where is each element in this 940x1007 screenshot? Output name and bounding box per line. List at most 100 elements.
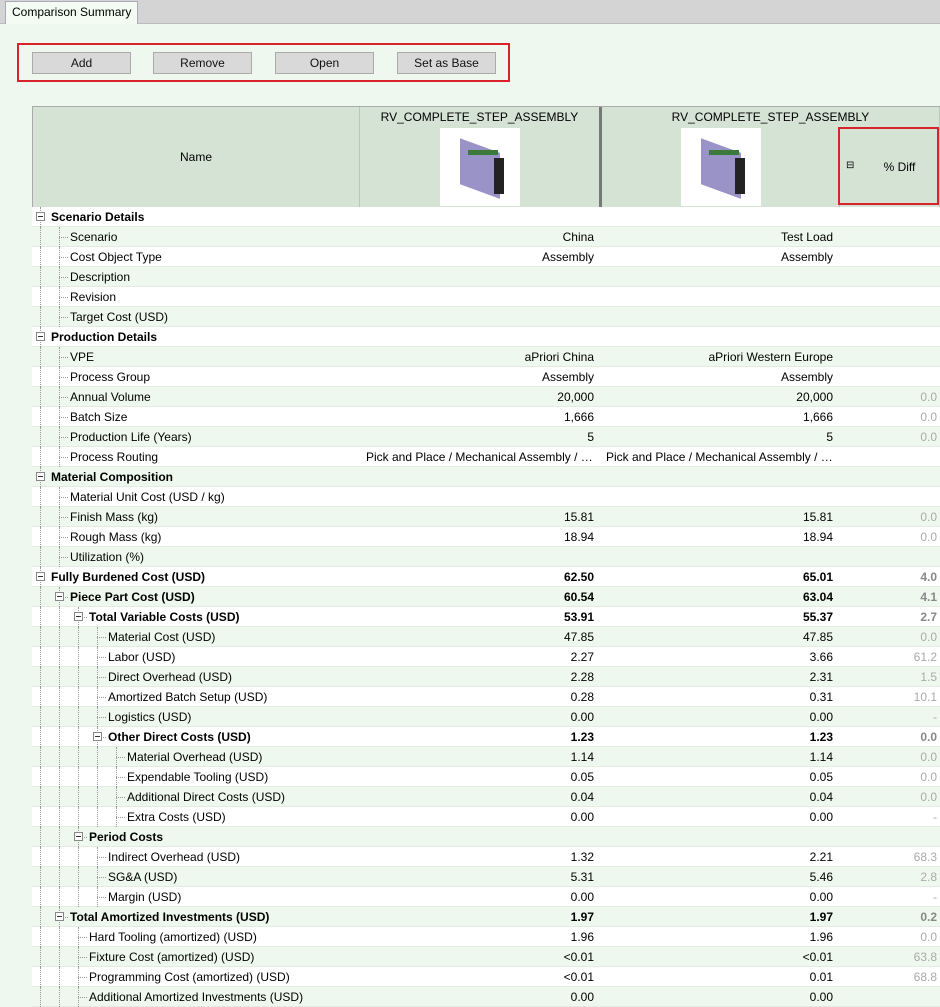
table-row[interactable]: Material Composition — [32, 467, 940, 487]
tree-line — [78, 747, 79, 767]
row-name: Additional Direct Costs (USD) — [127, 790, 286, 804]
row-name: Fixture Cost (amortized) (USD) — [89, 950, 255, 964]
table-row[interactable]: Total Variable Costs (USD) 53.91 55.37 2.7 — [32, 607, 940, 627]
table-row[interactable]: Process Routing Pick and Place / Mechanic… — [32, 447, 940, 467]
tree-line — [40, 307, 41, 327]
tree-line — [40, 627, 41, 647]
diff-value: 68.3 — [913, 850, 937, 864]
tree-line — [59, 947, 60, 967]
collapse-icon[interactable]: ⊟ — [846, 160, 855, 171]
table-row[interactable]: Material Unit Cost (USD / kg) — [32, 487, 940, 507]
table-row[interactable]: Labor (USD) 2.27 3.66 61.2 — [32, 647, 940, 667]
tree-line — [40, 807, 41, 827]
table-row[interactable]: Process Group Assembly Assembly — [32, 367, 940, 387]
cell-value: 15.81 — [563, 510, 594, 524]
collapse-minus — [38, 336, 43, 337]
tree-line — [40, 587, 41, 607]
diff-value: 61.2 — [913, 650, 937, 664]
row-name: Scenario Details — [51, 210, 145, 224]
column-header[interactable]: RV_COMPLETE_STEP_ASSEMBLY — [360, 107, 600, 127]
collapse-minus — [76, 836, 81, 837]
table-row[interactable]: Annual Volume 20,000 20,000 0.0 — [32, 387, 940, 407]
button[interactable]: Remove — [153, 52, 252, 74]
column-header[interactable]: RV_COMPLETE_STEP_ASSEMBLY — [600, 107, 940, 127]
tree-line — [40, 707, 41, 727]
table-row[interactable]: Fully Burdened Cost (USD) 62.50 65.01 4.0 — [32, 567, 940, 587]
table-row[interactable]: SG&A (USD) 5.31 5.46 2.8 — [32, 867, 940, 887]
row-name: Cost Object Type — [70, 250, 162, 264]
collapse-minus — [57, 596, 62, 597]
table-row[interactable]: Indirect Overhead (USD) 1.32 2.21 68.3 — [32, 847, 940, 867]
tree-line — [78, 727, 79, 747]
table-row[interactable]: Programming Cost (amortized) (USD) <0.01 0… — [32, 967, 940, 987]
tree-line — [59, 497, 68, 498]
table-row[interactable]: Revision — [32, 287, 940, 307]
table-row[interactable]: Description — [32, 267, 940, 287]
table-row[interactable]: Production Details — [32, 327, 940, 347]
tree-line — [97, 657, 106, 658]
table-row[interactable]: Margin (USD) 0.00 0.00 - — [32, 887, 940, 907]
table-row[interactable]: Scenario Details — [32, 207, 940, 227]
tree-line — [97, 897, 106, 898]
table-row[interactable]: Expendable Tooling (USD) 0.05 0.05 0.0 — [32, 767, 940, 787]
table-row[interactable]: Other Direct Costs (USD) 1.23 1.23 0.0 — [32, 727, 940, 747]
row-name: VPE — [70, 350, 95, 364]
tab[interactable]: Comparison Summary — [5, 1, 139, 24]
cell-value: 1.96 — [570, 930, 594, 944]
tree-line — [97, 787, 98, 807]
cell-value: 15.81 — [802, 510, 833, 524]
tree-line — [59, 627, 60, 647]
table-row[interactable]: Finish Mass (kg) 15.81 15.81 0.0 — [32, 507, 940, 527]
table-row[interactable]: Rough Mass (kg) 18.94 18.94 0.0 — [32, 527, 940, 547]
tree-line — [59, 297, 68, 298]
tree-line — [78, 627, 79, 647]
table-row[interactable]: Material Cost (USD) 47.85 47.85 0.0 — [32, 627, 940, 647]
table-row[interactable]: Total Amortized Investments (USD) 1.97 1.9… — [32, 907, 940, 927]
tree-line — [40, 727, 41, 747]
table-row[interactable]: Direct Overhead (USD) 2.28 2.31 1.5 — [32, 667, 940, 687]
diff-value: 0.0 — [920, 630, 937, 644]
table-row[interactable]: Hard Tooling (amortized) (USD) 1.96 1.96 0.… — [32, 927, 940, 947]
cell-value: 1.23 — [570, 730, 594, 744]
tree-line — [59, 397, 68, 398]
cell-value: 2.28 — [570, 670, 594, 684]
tree-line — [78, 807, 79, 827]
table-row[interactable]: Additional Direct Costs (USD) 0.04 0.04 0.0 — [32, 787, 940, 807]
table-row[interactable]: Amortized Batch Setup (USD) 0.28 0.31 10.1 — [32, 687, 940, 707]
table-row[interactable]: Extra Costs (USD) 0.00 0.00 - — [32, 807, 940, 827]
row-name: Total Variable Costs (USD) — [89, 610, 240, 624]
row-name: Extra Costs (USD) — [127, 810, 226, 824]
tree-line — [97, 857, 106, 858]
column-header[interactable]: Name — [33, 107, 360, 207]
table-row[interactable]: Cost Object Type Assembly Assembly — [32, 247, 940, 267]
table-row[interactable]: Piece Part Cost (USD) 60.54 63.04 4.1 — [32, 587, 940, 607]
tree-line — [59, 417, 68, 418]
tree-line — [59, 517, 68, 518]
button[interactable]: Set as Base — [397, 52, 496, 74]
table-row[interactable]: Scenario China Test Load — [32, 227, 940, 247]
tree-line — [59, 827, 60, 847]
table-row[interactable]: Batch Size 1,666 1,666 0.0 — [32, 407, 940, 427]
cell-value: 0.01 — [809, 970, 833, 984]
table-row[interactable]: Target Cost (USD) — [32, 307, 940, 327]
table-row[interactable]: Period Costs — [32, 827, 940, 847]
diff-value: 2.8 — [920, 870, 937, 884]
tree-line — [59, 887, 60, 907]
table-row[interactable]: Utilization (%) — [32, 547, 940, 567]
tree-line — [59, 457, 68, 458]
table-row[interactable]: VPE aPriori China aPriori Western Europe — [32, 347, 940, 367]
row-name: Fully Burdened Cost (USD) — [51, 570, 206, 584]
diff-value: 0.0 — [920, 530, 937, 544]
table-row[interactable]: Production Life (Years) 5 5 0.0 — [32, 427, 940, 447]
button[interactable]: Open — [275, 52, 374, 74]
tree-line — [40, 847, 41, 867]
table-row[interactable]: Additional Amortized Investments (USD) 0.… — [32, 987, 940, 1007]
diff-value: 4.0 — [920, 570, 937, 584]
table-row[interactable]: Logistics (USD) 0.00 0.00 - — [32, 707, 940, 727]
diff-value: 0.0 — [920, 430, 937, 444]
table-row[interactable]: Material Overhead (USD) 1.14 1.14 0.0 — [32, 747, 940, 767]
row-name: Description — [70, 270, 131, 284]
button[interactable]: Add — [32, 52, 131, 74]
tree-line — [59, 727, 60, 747]
table-row[interactable]: Fixture Cost (amortized) (USD) <0.01 <0.01… — [32, 947, 940, 967]
